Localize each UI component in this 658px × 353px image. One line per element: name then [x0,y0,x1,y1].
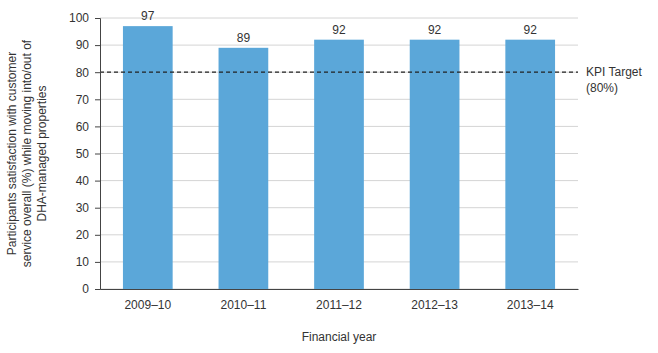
y-tick-label: 90 [76,38,90,52]
chart: KPI Target (80%) 97 89 92 92 92 0 10 20 30 40 50 60 70… [0,0,658,353]
x-tick-label: 2013–14 [507,298,554,312]
y-tick-label: 80 [76,66,90,80]
bar [410,40,460,289]
y-axis-title: Participants satisfaction with customer [5,52,19,255]
y-tick-mark [95,99,100,100]
y-axis-title: DHA-managed properties [35,85,49,221]
x-axis-line [101,289,579,290]
y-tick: 100 [69,11,100,25]
x-axis: 2009–10 2010–11 2011–12 2012–13 2013–14 [101,289,579,312]
data-label: 97 [141,9,155,23]
data-label: 92 [332,23,346,37]
bars [123,26,555,289]
x-tick: 2013–14 [507,289,554,312]
y-tick: 70 [76,93,100,107]
x-tick-label: 2009–10 [124,298,171,312]
y-tick: 0 [82,282,100,296]
y-tick-mark [95,289,100,290]
y-tick-mark [95,154,100,155]
x-tick: 2012–13 [411,289,458,312]
y-tick-label: 30 [76,201,90,215]
data-label: 92 [524,23,538,37]
y-axis: 0 10 20 30 40 50 60 70 80 90 100 [69,11,101,296]
y-axis-line [95,19,101,290]
x-tick-label: 2010–11 [220,298,266,312]
y-tick: 90 [76,38,100,52]
data-label: 89 [237,31,251,45]
data-label: 92 [428,23,442,37]
y-tick-mark [95,208,100,209]
y-tick-label: 60 [76,120,90,134]
data-labels: 97 89 92 92 92 [141,9,537,45]
x-tick: 2009–10 [124,289,171,312]
annotation-text: KPI Target [586,65,642,79]
y-tick: 10 [76,255,100,269]
y-tick-label: 20 [76,228,90,242]
target-line [100,72,578,73]
y-tick-label: 10 [76,255,90,269]
x-tick: 2011–12 [316,289,362,312]
plot: KPI Target (80%) 97 89 92 92 92 0 10 20 30 40 50 60 70… [69,9,643,311]
x-tick-label: 2011–12 [316,298,362,312]
annotation-text: (80%) [586,81,618,95]
annotations [100,72,578,73]
y-tick-mark [95,235,100,236]
y-tick: 50 [76,147,100,161]
y-tick-label: 50 [76,147,90,161]
y-tick-label: 70 [76,93,90,107]
y-tick-mark [95,262,100,263]
y-tick-mark [95,18,100,19]
y-tick-label: 40 [76,174,90,188]
y-tick: 20 [76,228,100,242]
y-tick-label: 100 [69,11,89,25]
y-tick-mark [95,126,100,127]
grid-line [100,72,578,73]
bar [505,40,555,289]
x-tick-label: 2012–13 [411,298,458,312]
y-tick-mark [95,181,100,182]
bar [123,26,173,289]
y-tick-mark [95,72,100,73]
y-tick: 60 [76,120,100,134]
y-tick: 80 [76,66,100,80]
y-tick-mark [95,45,100,46]
y-tick: 40 [76,174,100,188]
bar [219,48,269,289]
y-axis-title: service overall (%) while moving into/ou… [20,39,34,267]
grid-line [100,18,578,19]
y-tick-label: 0 [82,282,89,296]
y-tick: 30 [76,201,100,215]
x-tick: 2010–11 [220,289,266,312]
grid [100,18,578,289]
bar [314,40,364,289]
x-axis-title: Financial year [302,330,377,344]
